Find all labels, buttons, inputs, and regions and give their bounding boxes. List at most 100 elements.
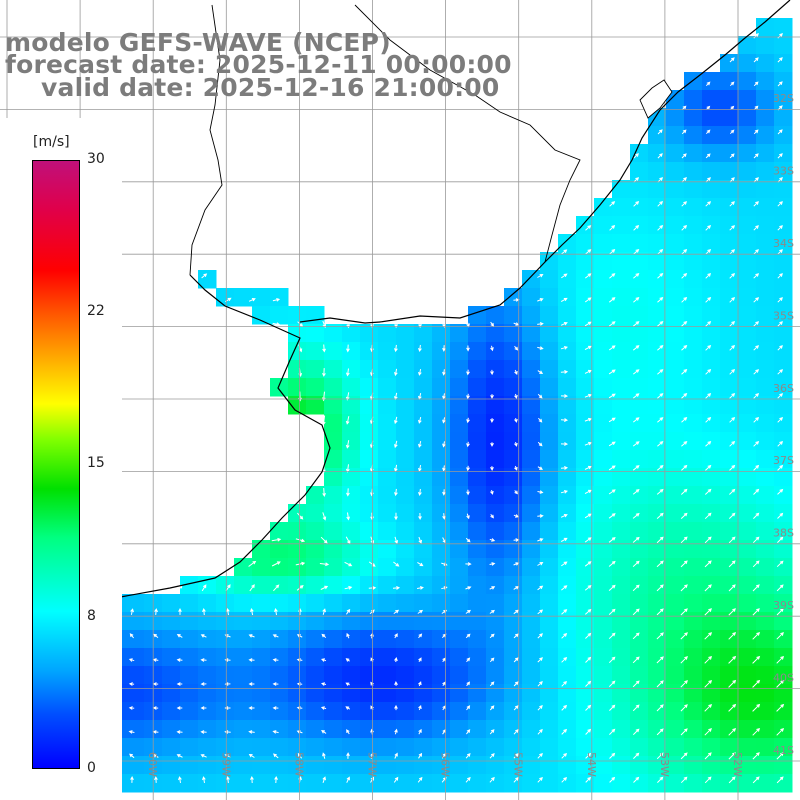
- wind-arrow: [608, 584, 616, 591]
- wind-speed-cell: [378, 684, 397, 703]
- wind-speed-cell: [612, 270, 631, 289]
- wind-arrow: [585, 632, 592, 639]
- wind-speed-cell: [756, 252, 775, 271]
- uruguay-border: [189, 4, 223, 276]
- wind-speed-cell: [306, 738, 325, 757]
- wind-speed-cell: [288, 702, 307, 721]
- wind-arrow: [346, 776, 350, 783]
- wind-speed-cell: [774, 594, 793, 613]
- wind-speed-cell: [432, 486, 451, 505]
- wind-speed-cell: [594, 396, 613, 415]
- wind-speed-cell: [468, 486, 487, 505]
- wind-arrow: [418, 752, 423, 759]
- wind-arrow: [560, 370, 569, 374]
- wind-arrow: [656, 632, 664, 640]
- wind-speed-cell: [486, 342, 505, 361]
- wind-arrow: [466, 441, 470, 448]
- wind-speed-cell: [738, 216, 757, 235]
- wind-speed-cell: [378, 594, 397, 613]
- wind-speed-cell: [540, 666, 559, 685]
- wind-speed-cell: [252, 594, 271, 613]
- wind-speed-cell: [306, 558, 325, 577]
- wind-speed-cell: [396, 360, 415, 379]
- wind-speed-cell: [486, 414, 505, 433]
- wind-speed-cell: [522, 666, 541, 685]
- wind-speed-cell: [414, 720, 433, 739]
- wind-speed-cell: [414, 666, 433, 685]
- wind-speed-cell: [612, 324, 631, 343]
- wind-arrow: [537, 585, 544, 591]
- wind-arrow: [681, 201, 688, 207]
- wind-arrow: [274, 607, 278, 616]
- wind-arrow: [537, 346, 544, 350]
- wind-speed-cell: [306, 630, 325, 649]
- wind-arrow: [776, 752, 784, 760]
- wind-speed-cell: [306, 396, 325, 415]
- wind-speed-cell: [774, 738, 793, 757]
- wind-speed-cell: [468, 738, 487, 757]
- wind-arrow: [272, 298, 281, 302]
- wind-speed-cell: [396, 738, 415, 757]
- wind-arrow: [130, 776, 134, 783]
- wind-speed-cell: [414, 342, 433, 361]
- wind-speed-cell: [324, 504, 343, 523]
- wind-arrow: [489, 729, 495, 735]
- wind-speed-cell: [468, 504, 487, 523]
- wind-arrow: [561, 656, 568, 663]
- wind-speed-cell: [738, 648, 757, 667]
- wind-arrow: [656, 465, 664, 471]
- wind-arrow: [346, 729, 350, 735]
- wind-arrow: [728, 584, 736, 592]
- wind-speed-cell: [594, 450, 613, 469]
- wind-speed-cell: [558, 270, 577, 289]
- wind-speed-cell: [774, 270, 793, 289]
- wind-arrow: [537, 273, 544, 278]
- wind-speed-cell: [756, 54, 775, 73]
- wind-speed-cell: [450, 612, 469, 631]
- wind-arrow: [514, 465, 518, 471]
- wind-speed-cell: [630, 180, 649, 199]
- wind-speed-cell: [738, 198, 757, 217]
- wind-speed-cell: [360, 684, 379, 703]
- wind-speed-cell: [756, 684, 775, 703]
- wind-speed-cell: [180, 756, 199, 775]
- wind-speed-cell: [576, 288, 595, 307]
- wind-speed-cell: [612, 306, 631, 325]
- wind-speed-cell: [720, 738, 739, 757]
- wind-speed-cell: [504, 540, 523, 559]
- wind-speed-cell: [756, 162, 775, 181]
- wind-speed-cell: [612, 666, 631, 685]
- wind-speed-cell: [594, 270, 613, 289]
- wind-speed-cell: [216, 576, 235, 595]
- wind-speed-cell: [540, 504, 559, 523]
- wind-speed-cell: [702, 630, 721, 649]
- wind-arrow: [656, 536, 664, 544]
- wind-speed-cell: [450, 414, 469, 433]
- wind-speed-cell: [270, 648, 289, 667]
- wind-speed-cell: [306, 540, 325, 559]
- wind-speed-cell: [648, 144, 667, 163]
- wind-arrow: [537, 705, 543, 711]
- wind-arrow: [657, 417, 664, 423]
- wind-arrow: [560, 514, 568, 518]
- wind-speed-cell: [450, 738, 469, 757]
- wind-speed-cell: [684, 612, 703, 631]
- wind-speed-cell: [414, 540, 433, 559]
- wind-speed-cell: [486, 738, 505, 757]
- wind-arrow: [200, 754, 207, 758]
- wind-speed-cell: [198, 684, 217, 703]
- wind-speed-cell: [702, 72, 721, 91]
- wind-speed-cell: [360, 396, 379, 415]
- wind-arrow: [705, 392, 712, 399]
- wind-arrow: [705, 153, 711, 159]
- wind-speed-cell: [306, 648, 325, 667]
- wind-speed-cell: [522, 378, 541, 397]
- wind-arrow: [272, 658, 279, 662]
- wind-arrow: [632, 465, 640, 471]
- wind-arrow: [777, 273, 783, 279]
- wind-arrow: [322, 608, 326, 615]
- wind-arrow: [513, 514, 520, 518]
- wind-arrow: [394, 416, 398, 425]
- wind-speed-cell: [414, 774, 433, 793]
- wind-speed-cell: [432, 468, 451, 487]
